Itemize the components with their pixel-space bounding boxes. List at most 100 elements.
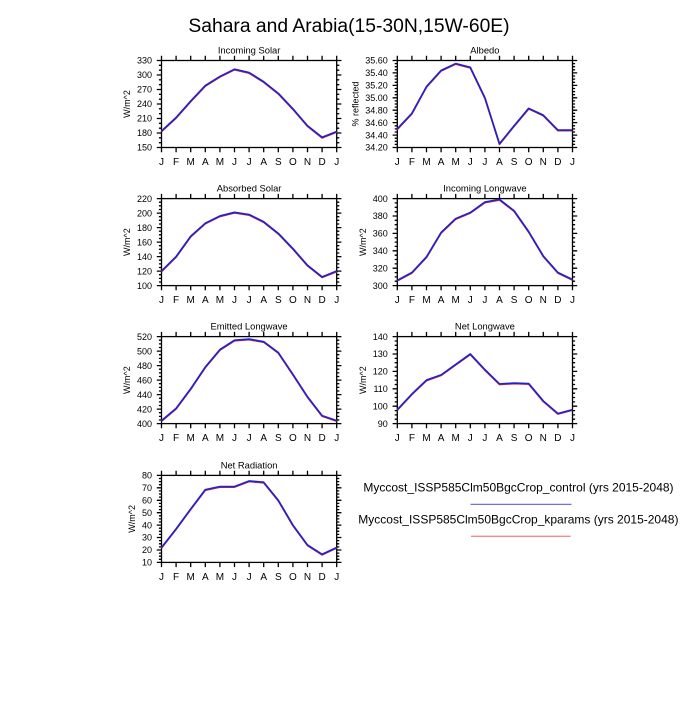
svg-text:A: A [260, 157, 267, 168]
svg-text:J: J [232, 433, 237, 444]
svg-text:M: M [187, 572, 195, 583]
svg-text:M: M [452, 157, 460, 168]
svg-text:Net Radiation: Net Radiation [221, 460, 278, 471]
svg-text:J: J [232, 295, 237, 306]
svg-text:480: 480 [137, 361, 152, 371]
svg-text:J: J [159, 295, 164, 306]
svg-text:J: J [159, 572, 164, 583]
svg-text:100: 100 [137, 281, 152, 291]
svg-text:180: 180 [137, 128, 152, 138]
svg-text:D: D [318, 572, 325, 583]
svg-text:N: N [540, 433, 547, 444]
svg-text:S: S [275, 157, 282, 168]
svg-text:S: S [275, 572, 282, 583]
svg-text:120: 120 [373, 367, 388, 377]
svg-text:D: D [554, 157, 561, 168]
svg-text:O: O [525, 157, 533, 168]
svg-text:M: M [216, 157, 224, 168]
svg-text:300: 300 [373, 281, 388, 291]
svg-text:M: M [216, 572, 224, 583]
svg-text:A: A [260, 572, 267, 583]
svg-text:Myccost_ISSP585Clm50BgcCrop_kp: Myccost_ISSP585Clm50BgcCrop_kparams (yrs… [358, 513, 678, 527]
svg-text:360: 360 [373, 229, 388, 239]
svg-text:35.20: 35.20 [365, 81, 388, 91]
svg-text:D: D [554, 433, 561, 444]
svg-text:F: F [409, 157, 415, 168]
svg-text:J: J [334, 295, 339, 306]
svg-text:N: N [304, 433, 311, 444]
svg-text:Myccost_ISSP585Clm50BgcCrop_co: Myccost_ISSP585Clm50BgcCrop_control (yrs… [363, 480, 673, 494]
svg-text:A: A [438, 433, 445, 444]
svg-text:W/m^2: W/m^2 [122, 228, 132, 256]
svg-text:340: 340 [373, 246, 388, 256]
svg-text:120: 120 [137, 266, 152, 276]
svg-text:80: 80 [142, 471, 152, 481]
svg-text:A: A [438, 157, 445, 168]
svg-text:M: M [187, 433, 195, 444]
svg-text:35.00: 35.00 [365, 93, 388, 103]
svg-text:Absorbed Solar: Absorbed Solar [217, 183, 282, 194]
svg-text:130: 130 [373, 349, 388, 359]
svg-text:J: J [570, 295, 575, 306]
svg-text:A: A [496, 295, 503, 306]
svg-text:34.20: 34.20 [365, 143, 388, 153]
svg-text:J: J [395, 157, 400, 168]
svg-text:J: J [159, 157, 164, 168]
svg-text:N: N [304, 157, 311, 168]
svg-text:A: A [260, 295, 267, 306]
svg-text:J: J [334, 572, 339, 583]
svg-text:500: 500 [137, 346, 152, 356]
svg-text:Net Longwave: Net Longwave [455, 321, 515, 332]
svg-text:320: 320 [373, 263, 388, 273]
svg-text:Albedo: Albedo [470, 45, 499, 56]
svg-text:110: 110 [373, 384, 387, 394]
svg-text:O: O [289, 295, 297, 306]
svg-text:O: O [525, 295, 533, 306]
svg-text:M: M [216, 295, 224, 306]
svg-text:O: O [525, 433, 533, 444]
svg-text:70: 70 [142, 483, 152, 493]
svg-text:460: 460 [137, 375, 152, 385]
svg-text:J: J [232, 572, 237, 583]
svg-text:140: 140 [137, 252, 152, 262]
svg-text:A: A [260, 433, 267, 444]
svg-text:F: F [173, 157, 179, 168]
svg-text:35.40: 35.40 [365, 68, 388, 78]
svg-text:J: J [482, 295, 487, 306]
svg-text:J: J [570, 157, 575, 168]
svg-text:M: M [422, 433, 430, 444]
svg-text:420: 420 [137, 404, 152, 414]
svg-text:S: S [511, 295, 518, 306]
svg-text:34.60: 34.60 [365, 118, 388, 128]
svg-text:J: J [247, 295, 252, 306]
svg-text:F: F [409, 433, 415, 444]
svg-text:J: J [247, 433, 252, 444]
svg-text:M: M [422, 157, 430, 168]
svg-text:F: F [173, 572, 179, 583]
svg-text:J: J [468, 433, 473, 444]
svg-text:S: S [275, 433, 282, 444]
svg-text:W/m^2: W/m^2 [127, 505, 137, 533]
svg-text:J: J [395, 295, 400, 306]
svg-text:380: 380 [373, 211, 388, 221]
svg-text:M: M [187, 157, 195, 168]
svg-text:N: N [540, 295, 547, 306]
svg-text:90: 90 [378, 419, 388, 429]
svg-text:Emitted Longwave: Emitted Longwave [211, 321, 288, 332]
svg-text:240: 240 [137, 99, 152, 109]
svg-text:M: M [216, 433, 224, 444]
svg-text:A: A [202, 572, 209, 583]
svg-text:D: D [554, 295, 561, 306]
svg-text:A: A [496, 157, 503, 168]
svg-text:J: J [482, 433, 487, 444]
svg-text:J: J [232, 157, 237, 168]
svg-text:% reflected: % reflected [350, 81, 360, 126]
svg-text:50: 50 [142, 508, 152, 518]
svg-text:180: 180 [137, 223, 152, 233]
svg-text:40: 40 [142, 520, 152, 530]
svg-text:S: S [275, 295, 282, 306]
svg-text:N: N [304, 295, 311, 306]
svg-text:M: M [452, 433, 460, 444]
svg-text:60: 60 [142, 496, 152, 506]
svg-text:J: J [247, 572, 252, 583]
